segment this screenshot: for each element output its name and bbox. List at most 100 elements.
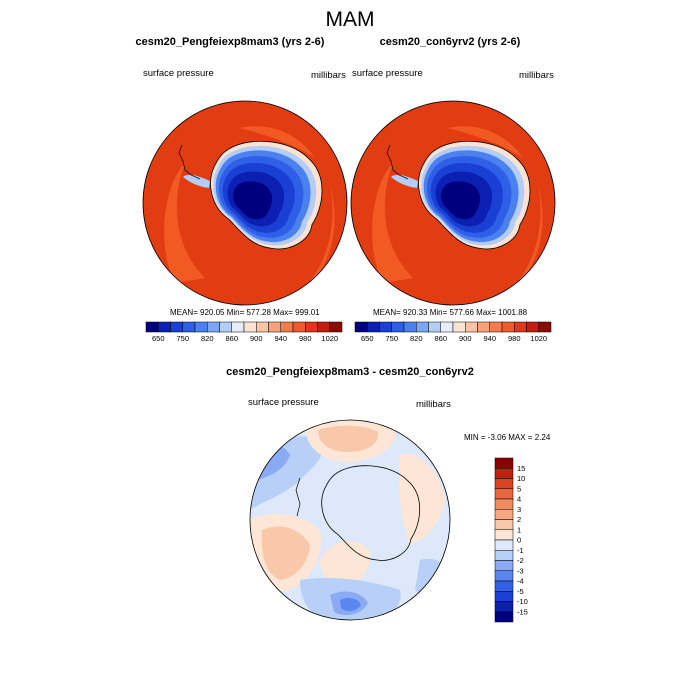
panel-2-colorbar-box	[489, 321, 503, 333]
diff-colorbar-tick: 15	[517, 464, 525, 473]
panel-1-map-border	[142, 100, 348, 306]
diff-colorbar-tick: 1	[517, 525, 521, 534]
panel-1-colorbar-box	[329, 321, 343, 333]
panel-2-colorbar-box	[428, 321, 441, 333]
panel-1-colorbar-tick: 1020	[321, 334, 338, 343]
diff-colorbar-tick: 4	[517, 495, 521, 504]
diff-colorbar-tick: -3	[517, 566, 524, 575]
panel-2-continent-dome	[440, 181, 481, 220]
panel-1-colorbar-box	[145, 321, 159, 333]
panel-2-variable-label: surface pressure	[352, 68, 423, 79]
panel-1-colorbar-box	[231, 321, 245, 333]
panel-2-units-label: millibars	[519, 70, 554, 81]
panel-1-colorbar-box	[256, 321, 269, 333]
panel-2-colorbar-tick: 1020	[530, 334, 547, 343]
diff-peninsula-coast	[295, 477, 301, 517]
diff-colorbar-box	[494, 550, 514, 561]
diff-colorbar-box	[494, 478, 514, 489]
diff-map	[250, 420, 450, 620]
panel-2-colorbar-tick: 940	[483, 334, 496, 343]
panel-1-colorbar-box	[158, 321, 171, 333]
panel-2-ocean-band-north	[448, 126, 523, 158]
diff-region-south-blue-core	[340, 597, 361, 612]
panel-2-colorbar-tick: 820	[410, 334, 423, 343]
panel-2-colorbar-tick: 860	[434, 334, 447, 343]
panel-2-colorbar-tick: 750	[385, 334, 398, 343]
panel-1-colorbar-tick: 750	[176, 334, 189, 343]
diff-colorbar-box	[494, 468, 514, 479]
diff-colorbar-tick: 3	[517, 505, 521, 514]
diff-colorbar-box	[494, 591, 514, 602]
panel-1-map	[143, 101, 347, 305]
panel-1-colorbar-tick: 860	[225, 334, 238, 343]
diff-colorbar-box	[494, 488, 514, 500]
diff-colorbar-tick: -4	[517, 577, 524, 586]
diff-region-southeast-blue	[415, 558, 450, 596]
panel-2-colorbar-box	[403, 321, 417, 333]
diff-colorbar-tick: -10	[517, 597, 528, 606]
panel-2-colorbar-box	[526, 321, 539, 333]
panel-1-colorbar-tick: 650	[152, 334, 165, 343]
diff-colorbar-box	[494, 611, 514, 623]
panel-1-title: cesm20_Pengfeiexp8mam3 (yrs 2-6)	[135, 36, 325, 48]
diff-colorbar-box	[494, 509, 514, 520]
panel-2-colorbar-box	[477, 321, 490, 333]
panel-1-units-label: millibars	[311, 70, 346, 81]
diff-colorbar-box	[494, 498, 514, 510]
panel-2-ocean-band-west	[372, 163, 413, 283]
diff-colorbar-box	[494, 529, 514, 541]
diff-colorbar-box	[494, 570, 514, 582]
main-title: MAM	[325, 8, 375, 31]
diff-colorbar-tick: -5	[517, 587, 524, 596]
panel-2-colorbar-box	[354, 321, 368, 333]
panel-2-colorbar-box	[391, 321, 405, 333]
diff-colorbar-tick: 0	[517, 536, 521, 545]
panel-2-peninsula-coastline	[386, 144, 409, 180]
diff-region-southwest-positive-core	[261, 526, 310, 580]
diff-colorbar-tick: 10	[517, 474, 525, 483]
panel-2-stats: MEAN= 920.33 Min= 577.66 Max= 1001.88	[373, 308, 528, 317]
panel-2-coastline	[418, 140, 531, 250]
panel-2-colorbar-box	[465, 321, 478, 333]
panel-1-colorbar-box	[219, 321, 232, 333]
panel-2-map	[351, 101, 555, 305]
panel-1-variable-label: surface pressure	[143, 68, 214, 79]
panel-2-colorbar-tick: 650	[361, 334, 374, 343]
diff-colorbar-box	[494, 560, 514, 571]
panel-1-colorbar: 650 750 820 860 900 940 980 1020	[145, 321, 343, 343]
diff-coastline	[321, 465, 421, 561]
panel-1-peninsula-coastline	[178, 144, 201, 180]
diff-panel-title: cesm20_Pengfeiexp8mam3 - cesm20_con6yrv2	[226, 366, 474, 378]
panel-1-ocean-band-west	[164, 163, 205, 283]
panel-1-ocean-band-north	[240, 126, 315, 158]
diff-colorbar-box	[494, 457, 514, 469]
panel-1-colorbar-box	[292, 321, 306, 333]
panel-1-colorbar-box	[207, 321, 220, 333]
panel-1-colorbar-box	[280, 321, 294, 333]
panel-1-colorbar-box	[182, 321, 196, 333]
panel-1-colorbar-box	[305, 321, 318, 333]
panel-2-colorbar-box	[538, 321, 552, 333]
panel-2-peninsula	[391, 174, 418, 188]
panel-1-colorbar-tick: 940	[274, 334, 287, 343]
panel-2-colorbar-box	[367, 321, 380, 333]
diff-colorbar-tick: 5	[517, 484, 521, 493]
panel-1-continent-dome	[232, 181, 273, 220]
diff-map-border	[249, 419, 451, 621]
panel-2-colorbar-box	[514, 321, 527, 333]
panel-2-colorbar-box	[379, 321, 392, 333]
panel-1-colorbar-box	[243, 321, 257, 333]
panel-1-colorbar-box	[317, 321, 330, 333]
panel-1-colorbar-tick: 820	[201, 334, 214, 343]
diff-colorbar-box	[494, 580, 514, 592]
panel-1-colorbar-box	[194, 321, 208, 333]
panel-2-title: cesm20_con6yrv2 (yrs 2-6)	[379, 36, 521, 48]
panel-1-stats: MEAN= 920.05 Min= 577.28 Max= 999.01	[170, 308, 320, 317]
panel-2-colorbar-box	[440, 321, 454, 333]
panel-1-coastline	[210, 140, 323, 250]
diff-colorbar-box	[494, 519, 514, 530]
panel-2-colorbar-tick: 980	[508, 334, 521, 343]
diff-variable-label: surface pressure	[248, 397, 319, 408]
